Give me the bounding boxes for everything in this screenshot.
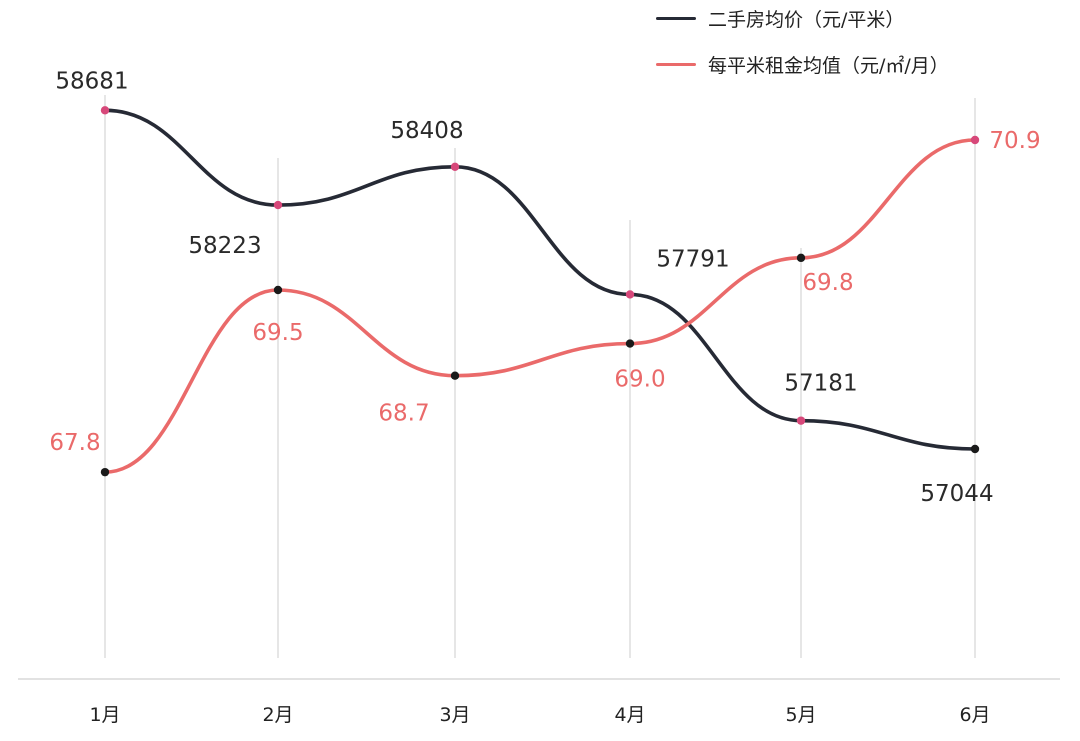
legend-swatch-rent [656,62,696,66]
data-point-s2 [100,467,110,477]
data-label-s1: 57791 [656,246,729,272]
data-label-s1: 58408 [390,118,463,144]
data-label-s1: 58223 [188,233,261,259]
data-label-s1: 57044 [920,481,993,507]
data-point-s2 [273,285,283,295]
data-labels: 58681 58223 58408 57791 57181 57044 67.8 69.5 68… [49,68,1040,507]
legend-label-price: 二手房均价（元/平米） [708,8,905,31]
data-point-s1 [100,106,110,115]
data-point-s2 [450,371,460,380]
data-point-markers [100,106,980,477]
data-point-s2 [625,339,635,348]
series-line-2 [103,138,977,474]
x-tick-label: 4月 [614,704,645,726]
x-tick-label: 6月 [959,704,990,726]
data-point-s2 [796,253,806,263]
data-point-s1 [625,290,635,299]
x-axis-tick-labels: 1月 2月 3月 4月 5月 6月 [89,704,990,726]
legend-label-rent: 每平米租金均值（元/㎡/月） [708,54,949,77]
legend-item-price: 二手房均价（元/平米） [656,4,949,32]
data-point-s1 [273,200,283,210]
x-tick-label: 1月 [89,704,120,726]
data-label-s2: 69.5 [252,320,303,346]
data-point-s1 [970,444,980,454]
data-label-s2: 70.9 [989,128,1040,154]
data-label-s1: 58681 [55,68,128,94]
data-point-s1 [450,162,460,171]
data-point-s2 [970,135,980,145]
chart-legend: 二手房均价（元/平米） 每平米租金均值（元/㎡/月） [656,4,949,96]
data-point-s1 [796,416,806,425]
legend-item-rent: 每平米租金均值（元/㎡/月） [656,50,949,78]
x-tick-label: 2月 [262,704,293,726]
x-tick-label: 5月 [785,704,816,726]
data-label-s2: 69.8 [802,270,853,296]
data-label-s2: 69.0 [614,367,665,393]
data-label-s2: 68.7 [378,401,429,427]
x-tick-label: 3月 [439,704,470,726]
data-label-s2: 67.8 [49,430,100,456]
legend-swatch-price [656,16,696,20]
data-label-s1: 57181 [784,371,857,397]
